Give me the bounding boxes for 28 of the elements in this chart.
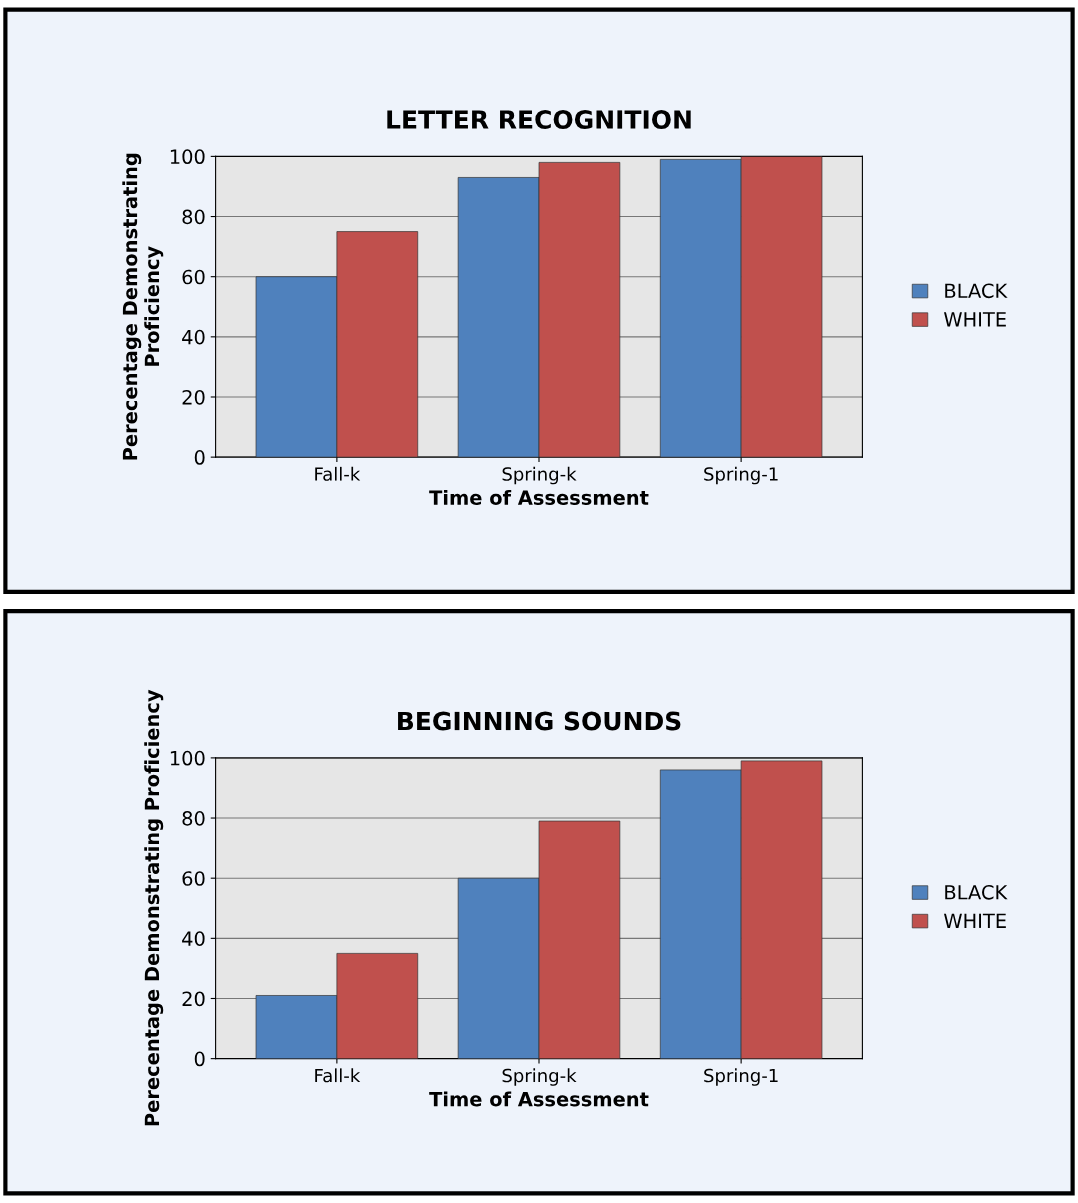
y-axis-title: Perecentage Demonstrating Proficiency bbox=[122, 153, 164, 460]
legend-label: WHITE bbox=[944, 913, 1006, 928]
y-tick-label: 0 bbox=[194, 450, 205, 465]
y-axis-title: Perecentage Demonstrating Proficiency bbox=[144, 689, 164, 1126]
x-axis-title: Time of Assessment bbox=[429, 489, 649, 505]
y-tick-label: 80 bbox=[182, 811, 205, 826]
x-tick-label: Spring-1 bbox=[704, 466, 778, 485]
legend-label: WHITE bbox=[944, 312, 1006, 327]
y-tick-label: 20 bbox=[182, 389, 205, 405]
x-tick-label: Fall-k bbox=[315, 466, 361, 481]
y-tick-label: 80 bbox=[182, 209, 205, 225]
x-tick-label: Fall-k bbox=[315, 1068, 361, 1083]
y-tick-label: 20 bbox=[182, 991, 205, 1007]
y-tick-label: 60 bbox=[182, 269, 205, 285]
legend-label: BLACK bbox=[945, 884, 1008, 900]
y-tick-label: 40 bbox=[182, 931, 205, 946]
x-tick-label: Spring-k bbox=[502, 1068, 577, 1086]
y-tick-label: 100 bbox=[170, 750, 205, 766]
y-tick-label: 60 bbox=[182, 871, 205, 886]
x-tick-label: Spring-1 bbox=[704, 1068, 778, 1086]
y-tick-label: 100 bbox=[170, 149, 205, 165]
chart-title: BEGINNING SOUNDS bbox=[398, 711, 681, 731]
x-tick-label: Spring-k bbox=[502, 466, 577, 485]
x-axis-title: Time of Assessment bbox=[429, 1091, 649, 1107]
y-tick-label: 0 bbox=[194, 1051, 205, 1067]
legend-label: BLACK bbox=[945, 283, 1008, 299]
chart-title: LETTER RECOGNITION bbox=[387, 110, 691, 129]
y-tick-label: 40 bbox=[182, 329, 205, 345]
